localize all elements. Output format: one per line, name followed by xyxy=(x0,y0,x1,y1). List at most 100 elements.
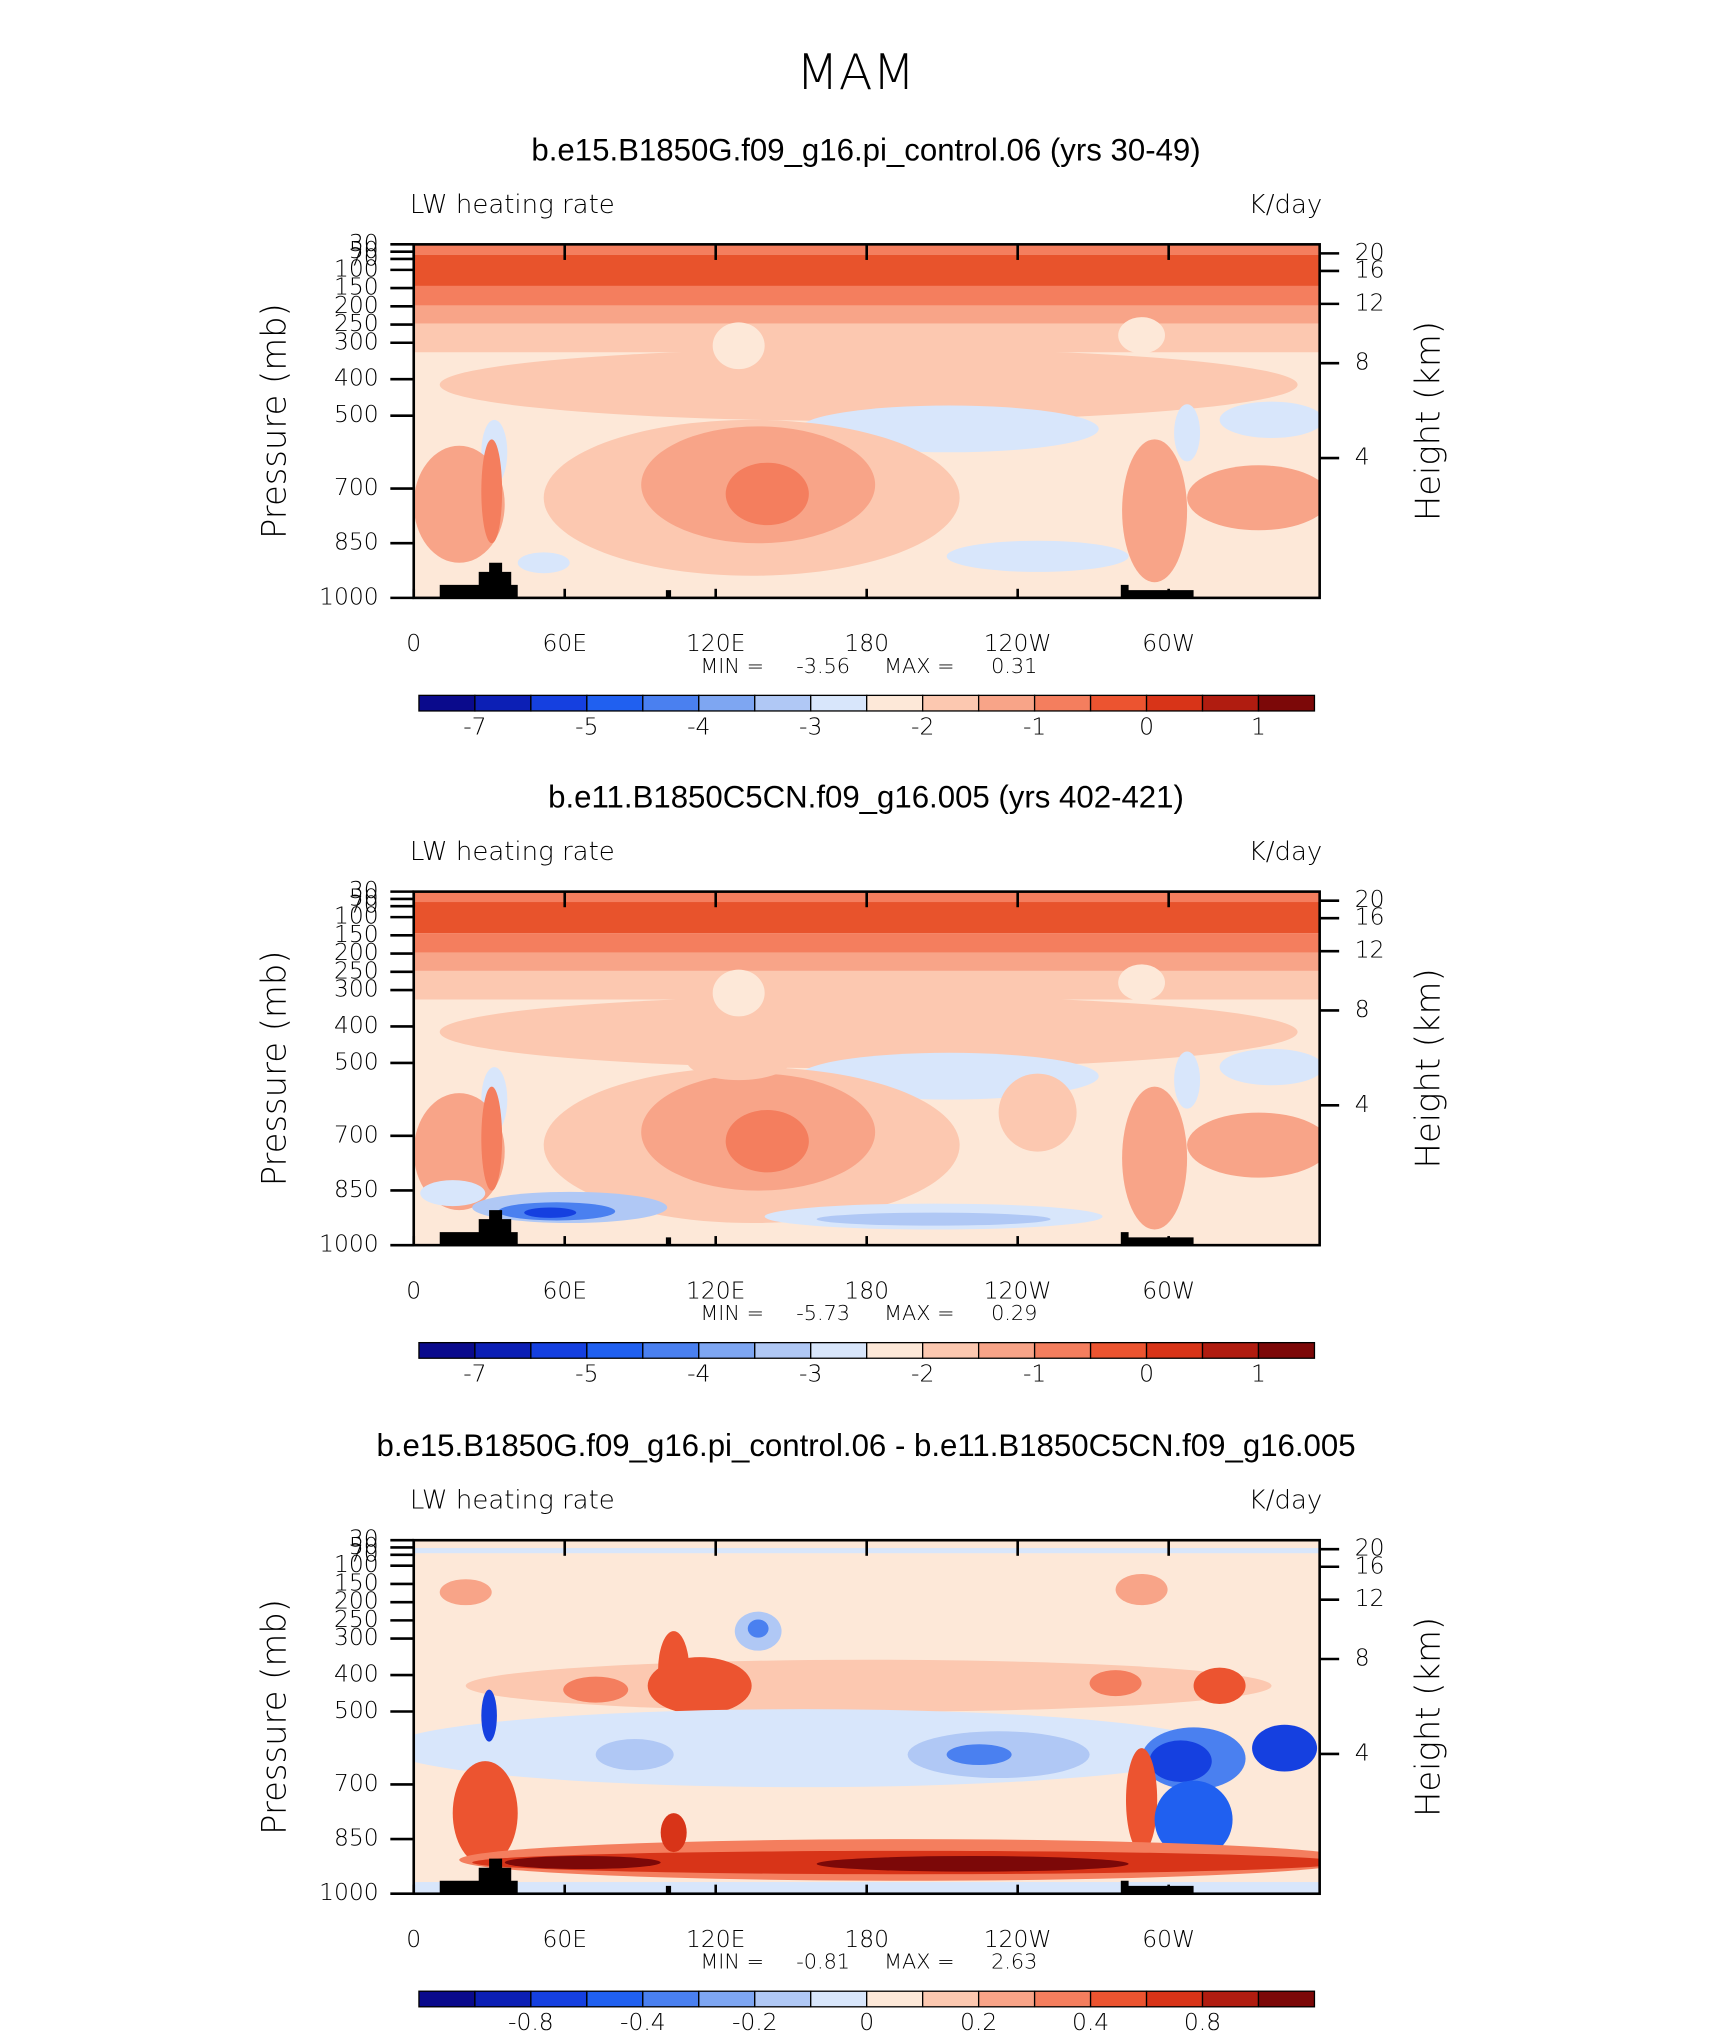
y-axis-label: Pressure (mb) xyxy=(254,1599,293,1835)
contour-fill xyxy=(1118,964,1165,1001)
max-value: 0.31 xyxy=(991,654,1037,678)
colorbar-box xyxy=(1145,1341,1204,1359)
contour-fill xyxy=(413,1709,1220,1788)
y2-axis-label: Height (km) xyxy=(1409,321,1448,521)
right-label: K/day xyxy=(1249,837,1323,867)
x-tick-label: 120E xyxy=(686,629,745,657)
x-tick-label: 120E xyxy=(686,1276,745,1304)
colorbar-box xyxy=(418,1990,476,2008)
colorbar-box xyxy=(977,1990,1036,2008)
colorbar-label: -0.4 xyxy=(620,2008,666,2036)
colorbar-label: -5 xyxy=(575,712,598,740)
contour-fill xyxy=(816,1212,1051,1226)
topography xyxy=(1120,1880,1194,1894)
contour-fill xyxy=(439,348,1298,422)
min-value: -3.56 xyxy=(796,654,850,678)
contour-fill xyxy=(660,1813,687,1853)
colorbar-box xyxy=(474,1341,532,1359)
contour-fill xyxy=(439,1579,492,1606)
y-tick-label: 700 xyxy=(334,473,379,501)
max-label: MAX = xyxy=(884,654,954,678)
contour-fill xyxy=(413,305,1320,324)
colorbar-box xyxy=(922,694,980,712)
colorbar-box xyxy=(977,694,1036,712)
y-tick-label: 700 xyxy=(334,1120,379,1148)
topography xyxy=(665,590,672,598)
y2-tick-label: 16 xyxy=(1355,255,1385,283)
y-tick-label: 500 xyxy=(334,1696,379,1724)
y-tick-label: 850 xyxy=(334,1824,379,1852)
x-tick-label: 180 xyxy=(844,1276,889,1304)
x-tick-label: 60W xyxy=(1142,1276,1195,1304)
x-tick-label: 120W xyxy=(984,1276,1052,1304)
y2-axis-label: Height (km) xyxy=(1409,1617,1448,1817)
colorbar-box xyxy=(1145,694,1204,712)
colorbar-box xyxy=(474,1990,532,2008)
colorbar-box xyxy=(1201,694,1260,712)
y2-tick-label: 20 xyxy=(1355,238,1385,266)
y-tick-label: 200 xyxy=(334,1587,379,1615)
min-label: MIN = xyxy=(700,654,764,678)
y-tick-label: 70 xyxy=(349,891,379,919)
contour-fill xyxy=(1154,1780,1233,1859)
panel-title: b.e15.B1850G.f09_g16.pi_control.06 - b.e… xyxy=(376,1428,1355,1463)
x-tick-label: 60E xyxy=(542,1925,587,1953)
colorbar-box xyxy=(698,1341,756,1359)
colorbar-label: -2 xyxy=(911,712,934,740)
colorbar-label: -1 xyxy=(1023,1360,1046,1388)
y-tick-label: 1000 xyxy=(319,582,379,610)
colorbar-box xyxy=(977,1341,1036,1359)
y-tick-label: 400 xyxy=(334,1660,379,1688)
y-tick-label: 500 xyxy=(334,1047,379,1075)
contour-fill xyxy=(439,995,1298,1069)
colorbar-box xyxy=(1201,1990,1260,2008)
contour-fill xyxy=(1219,1048,1320,1086)
y2-tick-label: 4 xyxy=(1355,1738,1370,1766)
min-label: MIN = xyxy=(700,1950,764,1974)
max-value: 0.29 xyxy=(991,1301,1037,1325)
y-tick-label: 100 xyxy=(334,1550,379,1578)
x-tick-label: 120E xyxy=(686,1925,745,1953)
y-tick-label: 30 xyxy=(349,1525,379,1553)
topography xyxy=(439,1858,518,1894)
contour-fill xyxy=(452,1761,518,1866)
y-tick-label: 850 xyxy=(334,528,379,556)
colorbar-box xyxy=(810,1341,868,1359)
colorbar-box xyxy=(586,1990,644,2008)
colorbar-label: 0.4 xyxy=(1072,2008,1109,2036)
y2-tick-label: 12 xyxy=(1355,1584,1385,1612)
x-tick-label: 120W xyxy=(984,1925,1052,1953)
contour-fill xyxy=(481,1689,497,1742)
colorbar-box xyxy=(698,1990,756,2008)
contour-fill xyxy=(1252,1724,1318,1772)
contour-fill xyxy=(1118,317,1165,354)
contour-field xyxy=(413,244,1320,598)
colorbar-label: -0.2 xyxy=(732,2008,778,2036)
contour-fill xyxy=(595,1739,674,1771)
panel-title: b.e15.B1850G.f09_g16.pi_control.06 (yrs … xyxy=(531,132,1200,167)
colorbar-box xyxy=(1089,1341,1148,1359)
colorbar-label: -5 xyxy=(575,1360,598,1388)
colorbar-label: -0.8 xyxy=(508,2008,554,2036)
y-tick-label: 250 xyxy=(334,1605,379,1633)
colorbar-label: -7 xyxy=(463,1360,486,1388)
contour-fill xyxy=(816,1856,1129,1872)
y-tick-label: 30 xyxy=(349,229,379,257)
contour-fill xyxy=(1089,1670,1142,1697)
contour-fill xyxy=(946,540,1129,572)
colorbar-box xyxy=(698,694,756,712)
left-label: LW heating rate xyxy=(410,190,615,220)
colorbar-box xyxy=(1201,1341,1260,1359)
colorbar-box xyxy=(1033,1341,1092,1359)
colorbar-box xyxy=(1033,1990,1092,2008)
y-axis-label: Pressure (mb) xyxy=(254,303,293,539)
y-tick-label: 50 xyxy=(349,1532,379,1560)
colorbar-label: 0 xyxy=(1139,1360,1154,1388)
y-tick-label: 200 xyxy=(334,291,379,319)
x-tick-label: 60E xyxy=(542,1276,587,1304)
colorbar-box xyxy=(1089,694,1148,712)
colorbar-box xyxy=(642,1341,700,1359)
contour-fill xyxy=(481,439,503,544)
topography xyxy=(439,562,518,598)
